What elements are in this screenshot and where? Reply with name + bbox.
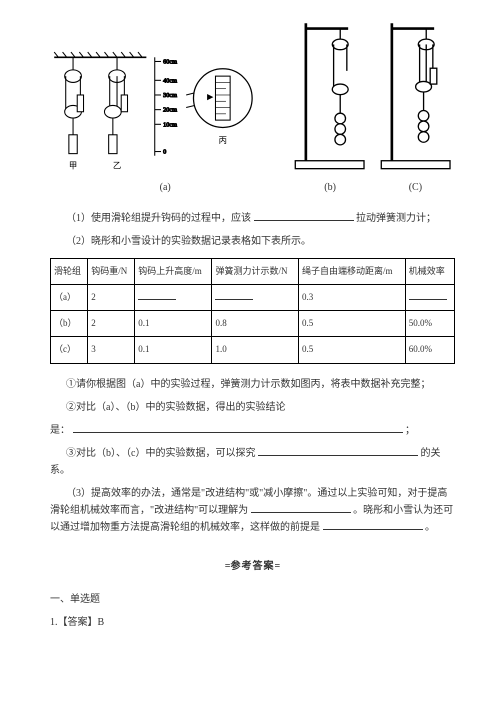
- question-2-3: ③对比（b）、（c）中的实验数据，可以探究 的关系。: [50, 445, 455, 479]
- cell: （c）: [51, 337, 88, 363]
- question-3: （3）提高效率的办法，通常是"改进结构"或"减小摩擦"。通过以上实验可知，对于提…: [50, 485, 455, 536]
- table-row: （c） 3 0.1 1.0 0.5 60.0%: [51, 337, 455, 363]
- stand-diagram-b: [290, 18, 369, 177]
- data-table: 滑轮组 钩码重/N 钩码上升高度/m 弹簧测力计示数/N 绳子自由端移动距离/m…: [50, 258, 455, 364]
- cell: 2: [88, 284, 135, 310]
- cell: 0.5: [298, 311, 405, 337]
- q2-3-blank[interactable]: [258, 455, 418, 456]
- svg-text:20cm: 20cm: [163, 107, 177, 114]
- th-3: 弹簧测力计示数/N: [212, 258, 298, 284]
- stand-diagram-c: [376, 18, 455, 177]
- cell: 0.1: [135, 337, 212, 363]
- pulley-diagram-a: 甲 乙 60cm 40cm 30cm: [50, 51, 280, 177]
- table-row: （b） 2 0.1 0.8 0.5 50.0%: [51, 311, 455, 337]
- th-1: 钩码重/N: [88, 258, 135, 284]
- q2-2-label: 是：: [50, 425, 70, 436]
- cell: 50.0%: [405, 311, 454, 337]
- cell-blank[interactable]: [135, 284, 212, 310]
- label-yi: 乙: [113, 161, 121, 170]
- cell: （a）: [51, 284, 88, 310]
- cell: 0.3: [298, 284, 405, 310]
- figure-panel-bc: (b) (C): [290, 18, 455, 196]
- magnifier-bing: 丙: [186, 69, 252, 145]
- figure-label-a: (a): [50, 179, 280, 196]
- q2-2-tail: ；: [405, 425, 415, 436]
- figure-label-b: (b): [290, 179, 369, 196]
- cell: 0.5: [298, 337, 405, 363]
- answers-divider: 参考答案: [50, 558, 455, 575]
- q3-tail: 。: [425, 522, 435, 533]
- q3-blank-2[interactable]: [323, 529, 423, 530]
- question-2-intro: （2）晓彤和小雪设计的实验数据记录表格如下表所示。: [50, 233, 455, 250]
- figure-row: 甲 乙 60cm 40cm 30cm: [50, 18, 455, 196]
- svg-text:0: 0: [163, 149, 166, 156]
- question-1: （1）使用滑轮组提升钩码的过程中，应该 拉动弹簧测力计；: [50, 210, 455, 227]
- svg-text:30cm: 30cm: [163, 92, 177, 99]
- question-2-2b: 是： ；: [50, 422, 455, 439]
- cell: 2: [88, 311, 135, 337]
- th-2: 钩码上升高度/m: [135, 258, 212, 284]
- answer-item-1: 1.【答案】B: [50, 614, 455, 631]
- q1-prefix: （1）使用滑轮组提升钩码的过程中，应该: [66, 213, 251, 224]
- cell: 3: [88, 337, 135, 363]
- th-4: 绳子自由端移动距离/m: [298, 258, 405, 284]
- pulley-jia: 甲: [65, 57, 84, 170]
- th-5: 机械效率: [405, 258, 454, 284]
- table-row: （a） 2 0.3: [51, 284, 455, 310]
- q1-blank[interactable]: [254, 220, 354, 221]
- table-header-row: 滑轮组 钩码重/N 钩码上升高度/m 弹簧测力计示数/N 绳子自由端移动距离/m…: [51, 258, 455, 284]
- pulley-yi: 乙: [104, 57, 127, 170]
- svg-text:60cm: 60cm: [163, 58, 177, 65]
- ruler: 60cm 40cm 30cm 20cm 10cm 0: [155, 57, 177, 155]
- question-2-1: ①请你根据图（a）中的实验过程，弹簧测力计示数如图丙，将表中数据补充完整；: [50, 376, 455, 393]
- label-jia: 甲: [69, 161, 77, 170]
- svg-text:10cm: 10cm: [163, 121, 177, 128]
- q2-3-prefix: ③对比（b）、（c）中的实验数据，可以探究: [66, 448, 255, 459]
- label-bing: 丙: [219, 136, 227, 145]
- th-0: 滑轮组: [51, 258, 88, 284]
- answers-section: 一、单选题: [50, 591, 455, 608]
- question-2-2a: ②对比（a）、（b）中的实验数据，得出的实验结论: [50, 399, 455, 416]
- q2-2-blank[interactable]: [73, 432, 403, 433]
- cell: 60.0%: [405, 337, 454, 363]
- cell: 0.8: [212, 311, 298, 337]
- cell: 0.1: [135, 311, 212, 337]
- cell: 1.0: [212, 337, 298, 363]
- figure-panel-a: 甲 乙 60cm 40cm 30cm: [50, 51, 280, 196]
- q3-blank-1[interactable]: [251, 512, 351, 513]
- q1-suffix: 拉动弹簧测力计；: [356, 213, 436, 224]
- svg-text:40cm: 40cm: [163, 77, 177, 84]
- cell: （b）: [51, 311, 88, 337]
- figure-label-c: (C): [376, 179, 455, 196]
- cell-blank[interactable]: [405, 284, 454, 310]
- cell-blank[interactable]: [212, 284, 298, 310]
